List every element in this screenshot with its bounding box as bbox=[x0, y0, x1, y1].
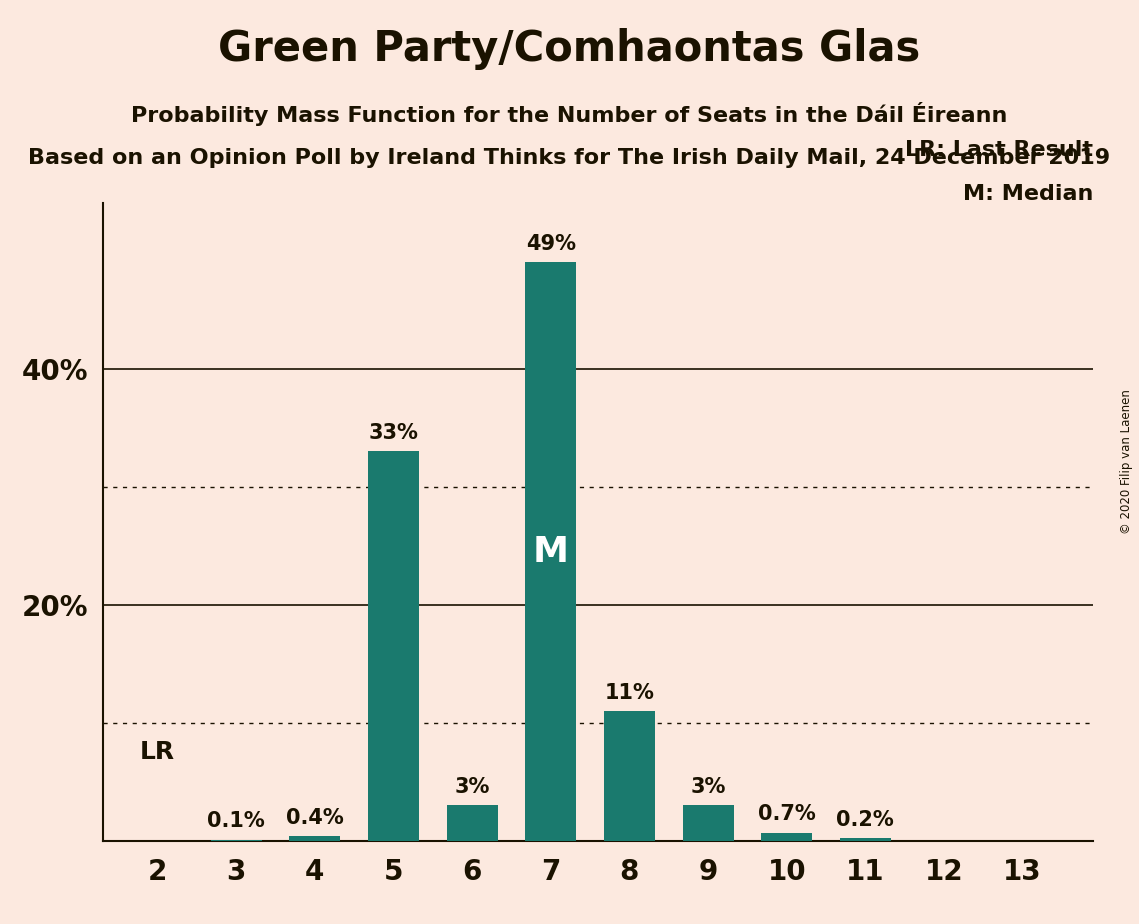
Bar bbox=[289, 836, 341, 841]
Text: M: M bbox=[533, 535, 568, 568]
Bar bbox=[446, 806, 498, 841]
Bar bbox=[839, 838, 891, 841]
Text: 0.2%: 0.2% bbox=[836, 810, 894, 831]
Text: 0.4%: 0.4% bbox=[286, 808, 344, 828]
Bar bbox=[211, 840, 262, 841]
Text: M: Median: M: Median bbox=[964, 184, 1093, 204]
Text: 3%: 3% bbox=[690, 777, 726, 797]
Bar bbox=[368, 451, 419, 841]
Bar bbox=[682, 806, 734, 841]
Text: 49%: 49% bbox=[526, 234, 576, 254]
Bar bbox=[761, 833, 812, 841]
Text: LR: Last Result: LR: Last Result bbox=[906, 140, 1093, 160]
Bar bbox=[604, 711, 655, 841]
Text: Green Party/Comhaontas Glas: Green Party/Comhaontas Glas bbox=[219, 28, 920, 69]
Text: 33%: 33% bbox=[369, 423, 418, 443]
Text: © 2020 Filip van Laenen: © 2020 Filip van Laenen bbox=[1121, 390, 1133, 534]
Text: 3%: 3% bbox=[454, 777, 490, 797]
Text: LR: LR bbox=[140, 740, 175, 764]
Text: 11%: 11% bbox=[605, 683, 655, 703]
Text: 0.1%: 0.1% bbox=[207, 811, 265, 832]
Text: 0.7%: 0.7% bbox=[757, 804, 816, 824]
Text: Probability Mass Function for the Number of Seats in the Dáil Éireann: Probability Mass Function for the Number… bbox=[131, 102, 1008, 126]
Bar bbox=[525, 262, 576, 841]
Text: Based on an Opinion Poll by Ireland Thinks for The Irish Daily Mail, 24 December: Based on an Opinion Poll by Ireland Thin… bbox=[28, 148, 1111, 168]
